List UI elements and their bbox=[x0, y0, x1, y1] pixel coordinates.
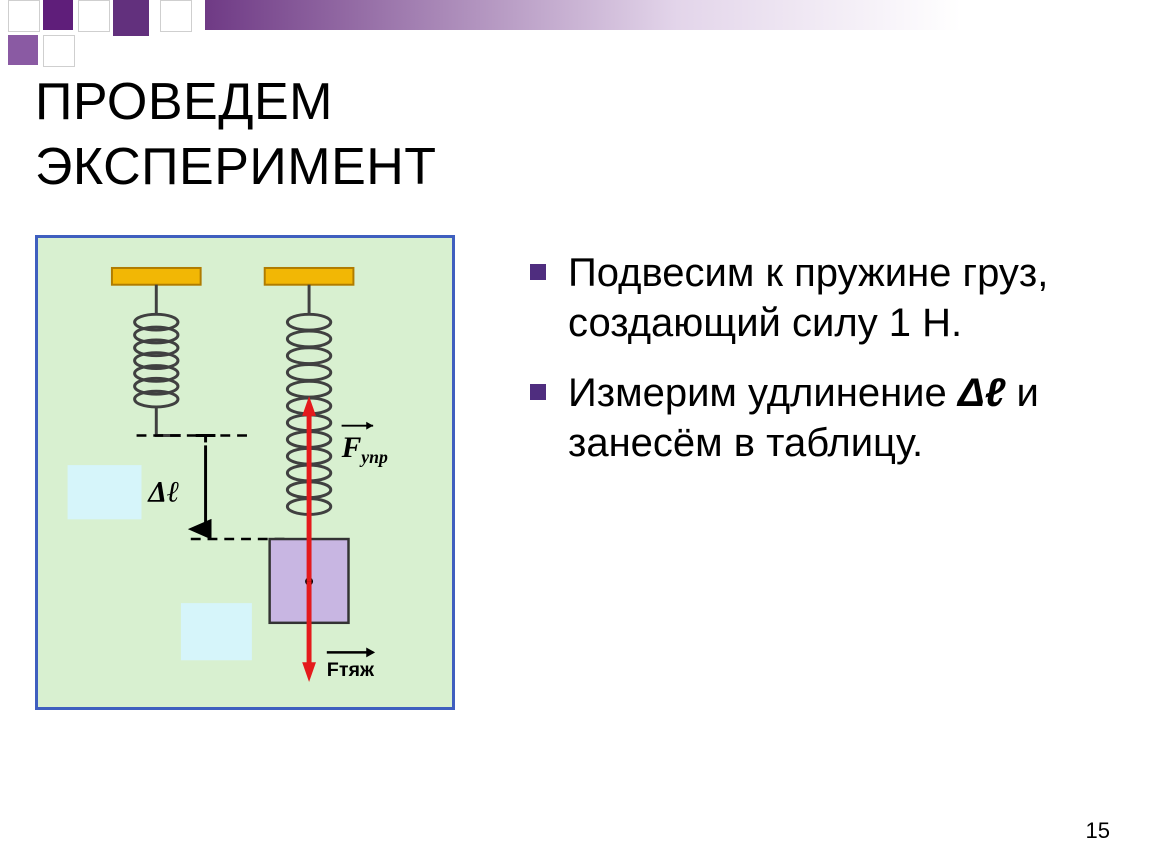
bullet-list: Подвесим к пружине груз, создающий силу … bbox=[530, 248, 1110, 488]
svg-text:Fтяж: Fтяж bbox=[327, 659, 375, 681]
slide-top-decoration bbox=[0, 0, 1150, 60]
pale-box bbox=[181, 603, 252, 660]
delta-l-label: Δℓ bbox=[147, 477, 179, 509]
left-mount bbox=[112, 268, 201, 285]
f-upr-label: Fупр bbox=[341, 422, 388, 467]
deco-square bbox=[43, 35, 75, 67]
bullet-text: Измерим удлинение Δℓ и занесём в таблицу… bbox=[568, 368, 1110, 468]
bullet-marker-icon bbox=[530, 264, 546, 280]
bullet-item: Измерим удлинение Δℓ и занесём в таблицу… bbox=[530, 368, 1110, 468]
deco-square bbox=[160, 0, 192, 32]
svg-text:Fупр: Fупр bbox=[341, 432, 388, 467]
bullet-item: Подвесим к пружине груз, создающий силу … bbox=[530, 248, 1110, 348]
deco-square bbox=[8, 35, 38, 65]
deco-square bbox=[43, 0, 73, 30]
bullet-text: Подвесим к пружине груз, создающий силу … bbox=[568, 248, 1110, 348]
page-number: 15 bbox=[1086, 818, 1110, 844]
diagram-svg: Δℓ Fупр Fтяж bbox=[38, 238, 452, 707]
deco-square bbox=[78, 0, 110, 32]
left-spring-coil bbox=[135, 314, 178, 407]
spring-experiment-diagram: Δℓ Fупр Fтяж bbox=[35, 235, 455, 710]
delta-l-dimension bbox=[196, 436, 216, 530]
right-mount bbox=[265, 268, 354, 285]
bullet2-delta-l: Δℓ bbox=[958, 371, 1006, 415]
title-line-2: ЭКСПЕРИМЕНТ bbox=[35, 138, 437, 196]
f-tyazh-label: Fтяж bbox=[327, 647, 375, 681]
bullet2-prefix: Измерим удлинение bbox=[568, 371, 958, 415]
deco-square bbox=[8, 0, 40, 32]
gradient-bar bbox=[205, 0, 1150, 30]
deco-square bbox=[113, 0, 149, 36]
title-line-1: ПРОВЕДЕМ bbox=[35, 73, 333, 131]
slide-title: ПРОВЕДЕМ ЭКСПЕРИМЕНТ bbox=[35, 70, 437, 200]
pale-box bbox=[68, 465, 142, 519]
bullet-marker-icon bbox=[530, 384, 546, 400]
